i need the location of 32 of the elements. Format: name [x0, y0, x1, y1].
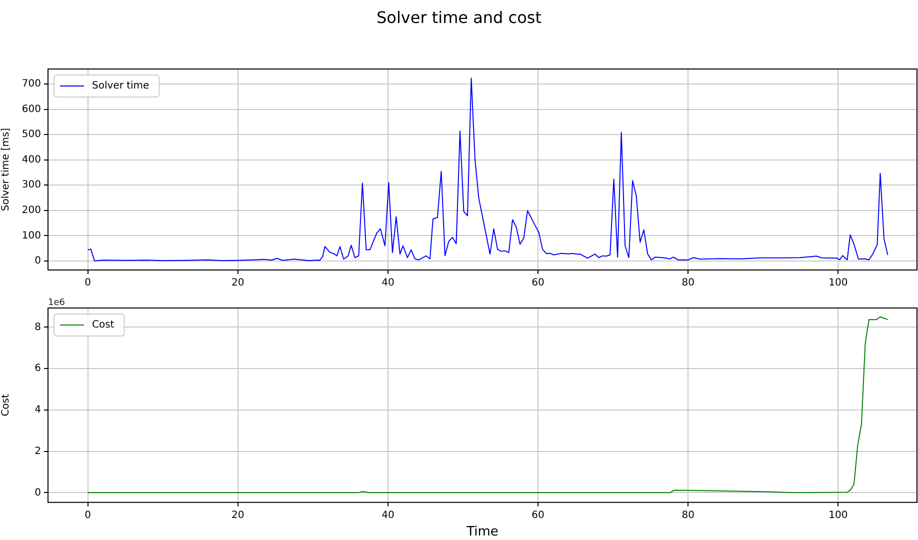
- y-tick-label: 500: [22, 129, 41, 140]
- x-tick-label: 0: [84, 278, 91, 289]
- y-tick-label: 4: [34, 404, 41, 416]
- y-tick-label: 0: [34, 487, 41, 498]
- x-tick-label: 20: [231, 278, 244, 289]
- x-tick-label: 100: [828, 510, 848, 521]
- x-tick-label: 80: [682, 510, 694, 521]
- legend-label: Solver time: [92, 80, 150, 92]
- y-tick-label: 700: [22, 78, 41, 90]
- x-tick-label: 60: [532, 278, 544, 289]
- y-tick-label: 100: [22, 230, 41, 242]
- y-tick-label: 8: [34, 322, 41, 333]
- legend-label: Cost: [92, 320, 114, 331]
- x-tick-label: 60: [532, 510, 544, 521]
- y-tick-label: 300: [22, 180, 41, 191]
- y-tick-label: 6: [34, 363, 41, 374]
- y-axis-title: Cost: [0, 394, 12, 416]
- y-tick-label: 2: [34, 446, 41, 457]
- y-tick-label: 200: [22, 205, 41, 216]
- y-axis-title: Solver time [ms]: [0, 128, 12, 212]
- x-tick-label: 0: [84, 510, 91, 521]
- x-tick-label: 20: [231, 510, 244, 521]
- y-tick-label: 0: [34, 256, 41, 267]
- chart-title: Solver time and cost: [376, 8, 542, 27]
- x-tick-label: 100: [828, 278, 848, 289]
- text: 1e6: [48, 298, 66, 308]
- y-tick-label: 600: [22, 104, 41, 115]
- x-tick-label: 40: [382, 278, 394, 289]
- x-tick-label: 80: [682, 278, 694, 289]
- y-tick-label: 400: [22, 154, 41, 166]
- x-axis-title: Time: [466, 524, 498, 540]
- x-tick-label: 40: [382, 510, 394, 521]
